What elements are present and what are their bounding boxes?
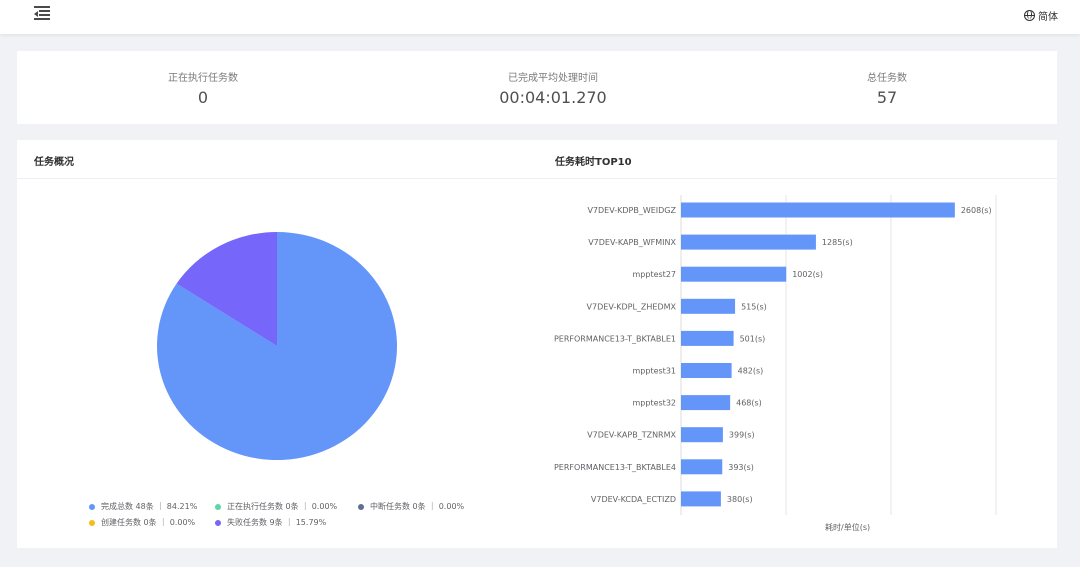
legend-dot bbox=[89, 503, 95, 510]
stat-running-tasks: 正在执行任务数 0 bbox=[83, 69, 323, 107]
legend-label: 创建任务数 0条 ｜ 0.00% bbox=[101, 518, 196, 527]
legend-dot bbox=[358, 503, 364, 510]
bar-value-label: 399(s) bbox=[729, 431, 755, 440]
top10-title: 任务耗时TOP10 bbox=[555, 157, 632, 168]
stat-total-tasks: 总任务数 57 bbox=[767, 69, 1007, 107]
bar[interactable] bbox=[681, 202, 955, 218]
legend-dot bbox=[89, 519, 95, 526]
globe-icon bbox=[1024, 10, 1035, 21]
y-tick-label: PERFORMANCE13-T_BKTABLE4 bbox=[554, 463, 676, 472]
bar[interactable] bbox=[681, 491, 721, 507]
y-tick-label: mpptest32 bbox=[633, 399, 677, 408]
menu-fold-icon[interactable] bbox=[34, 6, 50, 20]
legend-dot bbox=[215, 519, 221, 526]
bar-value-label: 2608(s) bbox=[961, 206, 992, 215]
legend-label: 失败任务数 9条 ｜ 15.79% bbox=[227, 518, 327, 527]
y-tick-label: PERFORMANCE13-T_BKTABLE1 bbox=[554, 334, 676, 343]
task-overview-pie-chart bbox=[157, 232, 397, 460]
bar-value-label: 482(s) bbox=[738, 367, 764, 376]
bar[interactable] bbox=[681, 234, 816, 250]
language-switch[interactable]: 简体 bbox=[1024, 8, 1058, 23]
bar-value-label: 468(s) bbox=[736, 399, 762, 408]
y-tick-label: V7DEV-KAPB_WFMINX bbox=[588, 238, 676, 247]
bar-value-label: 501(s) bbox=[740, 334, 766, 343]
pie-slice[interactable] bbox=[157, 232, 397, 460]
bar[interactable] bbox=[681, 266, 787, 282]
stats-card: 正在执行任务数 0 已完成平均处理时间 00:04:01.270 总任务数 57 bbox=[17, 51, 1057, 124]
panel-divider bbox=[17, 178, 1057, 179]
bar-value-label: 380(s) bbox=[727, 495, 753, 504]
x-axis-title: 耗时/单位(s) bbox=[825, 523, 871, 532]
y-tick-label: V7DEV-KDPB_WEIDGZ bbox=[587, 206, 676, 215]
bar-value-label: 1002(s) bbox=[792, 270, 823, 279]
bar[interactable] bbox=[681, 459, 723, 475]
legend-item[interactable]: 创建任务数 0条 ｜ 0.00% bbox=[89, 517, 195, 528]
y-tick-label: mpptest27 bbox=[633, 270, 677, 279]
legend-item[interactable]: 正在执行任务数 0条 ｜ 0.00% bbox=[215, 501, 337, 512]
legend-item[interactable]: 完成总数 48条 ｜ 84.21% bbox=[89, 501, 197, 512]
top-bar: 简体 bbox=[0, 0, 1080, 34]
legend-item[interactable]: 中断任务数 0条 ｜ 0.00% bbox=[358, 501, 464, 512]
bar-value-label: 393(s) bbox=[728, 463, 754, 472]
y-tick-label: V7DEV-KDPL_ZHEDMX bbox=[587, 302, 677, 311]
bar[interactable] bbox=[681, 427, 723, 443]
stat-value: 00:04:01.270 bbox=[499, 88, 607, 107]
bar-value-label: 1285(s) bbox=[822, 238, 853, 247]
y-tick-label: mpptest31 bbox=[633, 367, 677, 376]
bar-value-label: 515(s) bbox=[741, 302, 767, 311]
y-tick-label: V7DEV-KAPB_TZNRMX bbox=[587, 431, 676, 440]
overview-title: 任务概况 bbox=[34, 157, 74, 168]
legend-dot bbox=[215, 503, 221, 510]
legend-label: 正在执行任务数 0条 ｜ 0.00% bbox=[227, 502, 338, 511]
top10-duration-bar-chart: V7DEV-KDPB_WEIDGZ 2608(s) V7DEV-KAPB_WFMIN… bbox=[554, 195, 997, 515]
bar[interactable] bbox=[681, 395, 731, 411]
stat-label: 已完成平均处理时间 bbox=[508, 73, 598, 84]
stat-label: 总任务数 bbox=[867, 73, 907, 84]
stat-value: 57 bbox=[876, 88, 898, 107]
legend-label: 中断任务数 0条 ｜ 0.00% bbox=[370, 502, 465, 511]
charts-panel: 任务概况 任务耗时TOP10 完成总数 48条 ｜ 84.21% 正在执行任务数… bbox=[17, 140, 1057, 548]
stat-value: 0 bbox=[197, 88, 209, 107]
y-tick-label: V7DEV-KCDA_ECTIZD bbox=[591, 495, 676, 504]
stat-label: 正在执行任务数 bbox=[168, 73, 238, 84]
legend-item[interactable]: 失败任务数 9条 ｜ 15.79% bbox=[215, 517, 326, 528]
pie-slice[interactable] bbox=[176, 232, 277, 346]
language-label: 简体 bbox=[1038, 12, 1058, 23]
legend-label: 完成总数 48条 ｜ 84.21% bbox=[101, 502, 198, 511]
bar[interactable] bbox=[681, 298, 736, 314]
stat-avg-time: 已完成平均处理时间 00:04:01.270 bbox=[433, 69, 673, 107]
bar[interactable] bbox=[681, 363, 732, 378]
bar[interactable] bbox=[681, 330, 734, 346]
